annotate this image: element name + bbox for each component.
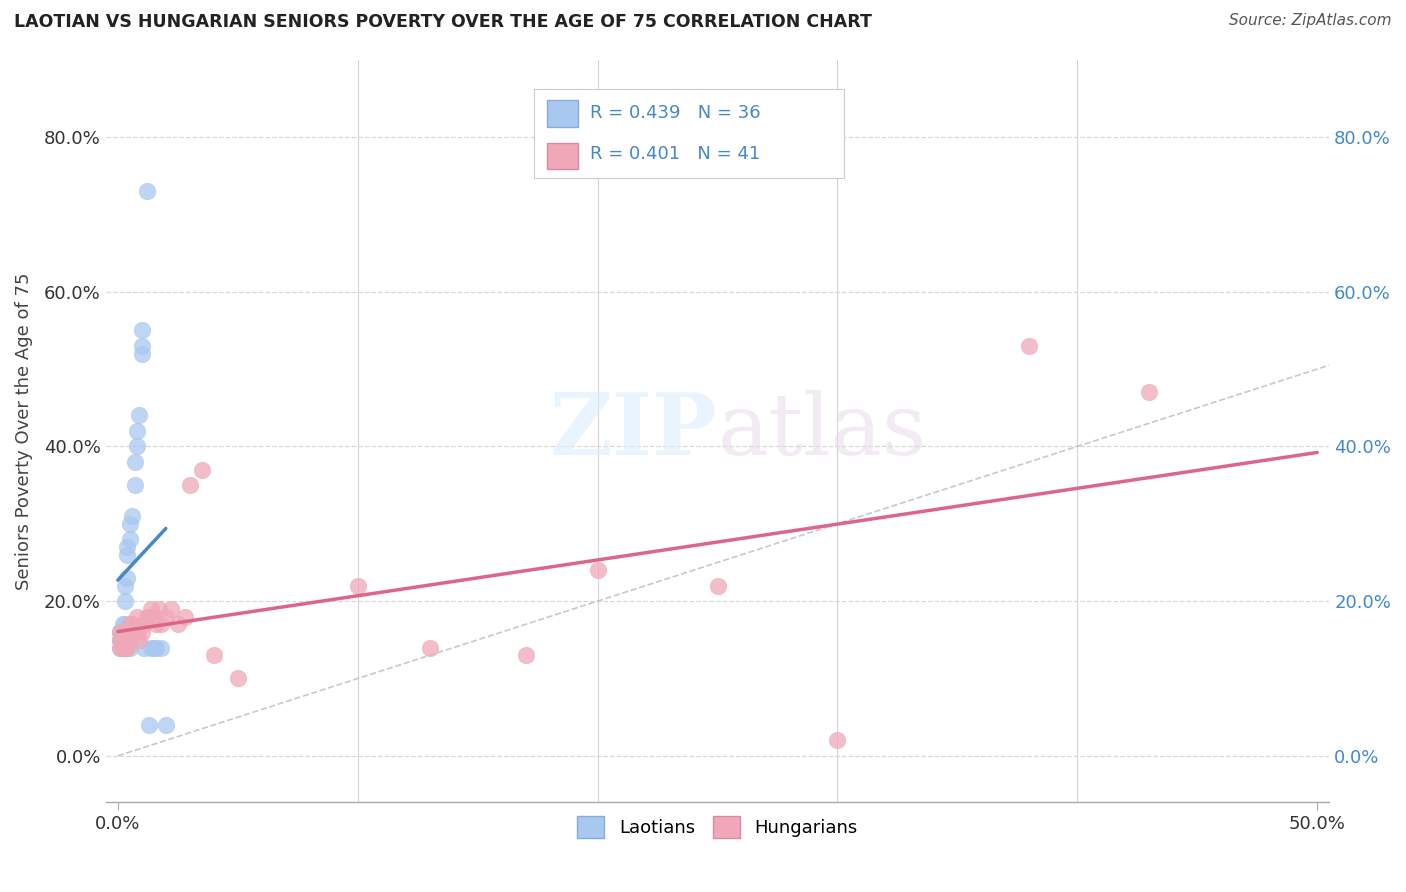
Point (117, 571, 139, 585)
Point (111, 632, 134, 647)
Point (125, 609, 148, 624)
FancyBboxPatch shape (547, 100, 578, 127)
Point (111, 640, 134, 655)
Point (118, 632, 141, 647)
Point (118, 516, 141, 531)
Point (159, 602, 181, 616)
Point (128, 632, 150, 647)
Point (135, 609, 157, 624)
Point (117, 640, 139, 655)
Point (121, 617, 143, 632)
Point (110, 640, 132, 655)
Text: R = 0.401   N = 41: R = 0.401 N = 41 (591, 145, 761, 163)
Point (114, 579, 136, 593)
Point (226, 672, 249, 686)
Point (586, 563, 609, 577)
Point (117, 548, 139, 562)
Point (118, 533, 141, 547)
Point (148, 602, 170, 616)
Point (111, 625, 134, 640)
Text: R = 0.439   N = 36: R = 0.439 N = 36 (591, 104, 761, 122)
Point (419, 640, 441, 655)
Point (155, 609, 177, 624)
Point (110, 632, 132, 647)
Point (706, 579, 728, 593)
Point (121, 509, 143, 524)
Point (166, 617, 188, 632)
Point (117, 540, 139, 554)
Point (131, 323, 153, 337)
Point (145, 617, 167, 632)
Point (131, 339, 153, 353)
Point (110, 632, 132, 647)
Point (110, 640, 132, 655)
Text: ZIP: ZIP (550, 389, 717, 473)
Point (114, 632, 136, 647)
Point (125, 625, 148, 640)
Text: LAOTIAN VS HUNGARIAN SENIORS POVERTY OVER THE AGE OF 75 CORRELATION CHART: LAOTIAN VS HUNGARIAN SENIORS POVERTY OVE… (14, 13, 872, 31)
Point (111, 632, 134, 647)
Point (110, 625, 132, 640)
Point (134, 640, 156, 655)
Point (202, 648, 225, 663)
FancyBboxPatch shape (547, 143, 578, 169)
Point (118, 617, 141, 632)
Point (191, 462, 214, 476)
Point (1018, 339, 1040, 353)
Point (110, 632, 132, 647)
Point (114, 640, 136, 655)
Point (135, 184, 157, 198)
Point (110, 625, 132, 640)
Point (125, 439, 148, 453)
Point (141, 640, 163, 655)
Point (114, 594, 136, 608)
Point (155, 718, 177, 732)
Point (141, 602, 163, 616)
Point (117, 625, 139, 640)
Point (131, 346, 153, 360)
Point (131, 625, 153, 640)
Point (114, 617, 136, 632)
Point (124, 625, 146, 640)
Point (150, 617, 173, 632)
Point (111, 640, 134, 655)
Point (138, 718, 160, 732)
Point (174, 609, 197, 624)
Point (1137, 385, 1160, 400)
Legend: Laotians, Hungarians: Laotians, Hungarians (569, 809, 865, 846)
Point (515, 648, 537, 663)
Point (111, 617, 134, 632)
Point (138, 609, 160, 624)
Y-axis label: Seniors Poverty Over the Age of 75: Seniors Poverty Over the Age of 75 (15, 272, 32, 590)
Point (142, 640, 165, 655)
Text: atlas: atlas (717, 389, 927, 473)
Point (827, 733, 849, 747)
Point (125, 424, 148, 438)
Point (346, 579, 368, 593)
Point (134, 617, 156, 632)
Point (150, 640, 173, 655)
Point (110, 625, 132, 640)
Point (179, 478, 201, 492)
Text: Source: ZipAtlas.com: Source: ZipAtlas.com (1229, 13, 1392, 29)
Point (145, 640, 167, 655)
Point (142, 609, 165, 624)
Point (118, 640, 141, 655)
Point (114, 640, 136, 655)
Point (128, 409, 150, 423)
Point (124, 455, 146, 469)
Point (124, 478, 146, 492)
